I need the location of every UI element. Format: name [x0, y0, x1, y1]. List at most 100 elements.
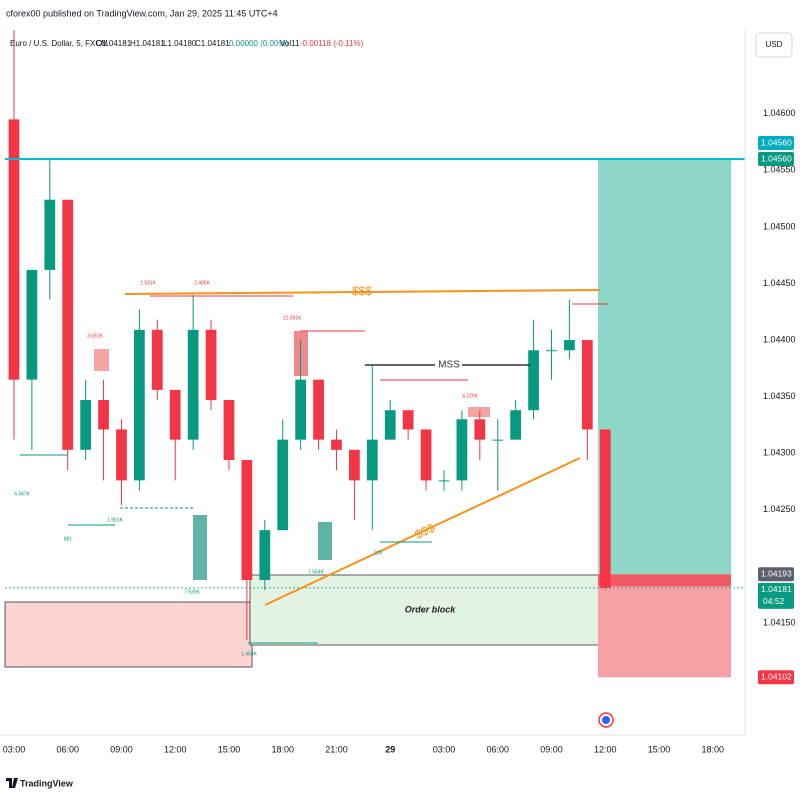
- y-tick-label: 1.04550: [763, 165, 796, 175]
- currency[interactable]: USD: [766, 40, 783, 49]
- candle-body: [331, 439, 342, 450]
- candle-body: [420, 429, 432, 481]
- candle-body: [599, 429, 611, 588]
- countdown: 04:52: [763, 596, 785, 606]
- candle-body: [349, 449, 360, 481]
- candle-body: [8, 119, 20, 380]
- candle-body: [313, 379, 324, 440]
- target-label-box: [758, 152, 794, 167]
- annotation: $$$: [413, 521, 437, 542]
- y-tick-label: 1.04450: [763, 278, 796, 288]
- y-tick-label: 1.04250: [763, 504, 796, 514]
- candle-body: [205, 329, 217, 401]
- trend-line: [264, 457, 581, 606]
- y-tick-label: 1.04150: [763, 617, 796, 627]
- candle-body: [116, 429, 127, 481]
- annotation: 4.229K: [462, 393, 479, 399]
- annotation: 7.564K: [308, 569, 325, 575]
- x-tick-label: 12:00: [164, 744, 187, 754]
- annotation: 7.539K: [184, 589, 201, 595]
- y-tick-label: 1.04500: [763, 221, 796, 231]
- annotation: 1.531K: [140, 280, 157, 286]
- last-price-box: [758, 582, 794, 609]
- drawings: [20, 289, 608, 644]
- candle-body: [277, 439, 289, 531]
- candle-body: [98, 400, 109, 430]
- annotation: 4.947K: [14, 491, 31, 497]
- candle-body: [438, 480, 450, 482]
- candle-body: [384, 410, 396, 440]
- x-tick-label: 06:00: [56, 744, 79, 754]
- candle-body: [528, 350, 539, 411]
- profit-zone: [598, 159, 731, 575]
- position-tool: [598, 159, 731, 678]
- y-tick-label: 1.04300: [763, 448, 796, 458]
- line-label-box: [758, 136, 794, 151]
- change: -0.00118 (-0.11%): [300, 39, 364, 48]
- entry-label: 1.04193: [761, 569, 792, 579]
- x-tick-label: 18:00: [701, 744, 724, 754]
- y-tick-label: 1.04350: [763, 391, 796, 401]
- annotation: 1.454K: [241, 651, 258, 657]
- candle-body: [366, 439, 378, 481]
- annotation: MSS: [438, 360, 460, 371]
- close: C1.04181: [195, 39, 230, 48]
- low: L1.04180: [163, 39, 197, 48]
- annotation: $$$: [352, 284, 372, 298]
- y-tick-label: 1.04600: [763, 108, 796, 118]
- candles: [5, 30, 745, 640]
- x-tick-label: 12:00: [594, 744, 617, 754]
- candle-body: [510, 410, 522, 440]
- candle-body: [151, 329, 163, 390]
- x-tick-label: 09:00: [540, 744, 563, 754]
- x-tick-label: 03:00: [3, 744, 26, 754]
- candle-body: [62, 199, 74, 450]
- logo: [6, 778, 18, 788]
- x-tick-label: 15:00: [218, 744, 241, 754]
- y-tick-label: 1.04400: [763, 334, 796, 344]
- events-icon[interactable]: [602, 716, 610, 724]
- candle-body: [295, 379, 307, 440]
- entry-band: [598, 574, 731, 587]
- candle-body: [564, 340, 575, 351]
- candle-body: [259, 530, 271, 580]
- candle-body: [241, 460, 253, 580]
- annotation: 3.081K: [87, 333, 104, 339]
- volume: Vol11: [280, 39, 300, 48]
- x-tick-label: 29: [385, 744, 395, 754]
- stop-label: 1.04102: [761, 672, 792, 682]
- annotation: Order block: [405, 604, 457, 614]
- candle-body: [402, 410, 414, 430]
- x-tick-label: 15:00: [648, 744, 671, 754]
- x-tick-label: 18:00: [271, 744, 294, 754]
- candle-body: [187, 329, 199, 440]
- candle-body: [492, 439, 504, 441]
- annotation: 12.081K: [283, 315, 302, 321]
- candle-body: [80, 400, 92, 450]
- candle-body: [26, 269, 38, 380]
- candle-body: [581, 340, 593, 430]
- zone: [468, 407, 490, 417]
- candle-body: [474, 419, 486, 440]
- liquidity-line: [124, 289, 601, 295]
- x-tick-label: 09:00: [110, 744, 133, 754]
- labels: 1.04600 1.04550 1.04500 1.04450 1.04400 1.043…: [3, 108, 796, 754]
- annotation: 2.405K: [194, 280, 211, 286]
- candle-body: [134, 329, 145, 481]
- annotation: 1.981K: [107, 517, 124, 523]
- publisher: cforex00 published on TradingView.com, J…: [6, 8, 278, 18]
- candle-body: [546, 350, 557, 352]
- symbol: Euro / U.S. Dollar, 5, FXCM: [10, 39, 108, 48]
- candle-body: [223, 400, 235, 461]
- candle-body: [169, 389, 181, 440]
- x-tick-label: 03:00: [433, 744, 456, 754]
- order-block: [249, 574, 613, 646]
- high: H1.04181: [130, 39, 165, 48]
- annotation: 229: [374, 550, 383, 556]
- line-label: 1.04560: [761, 137, 792, 147]
- zone: [193, 515, 207, 580]
- currency-button[interactable]: [755, 32, 793, 58]
- drawings: [4, 331, 613, 668]
- zone: [318, 522, 332, 560]
